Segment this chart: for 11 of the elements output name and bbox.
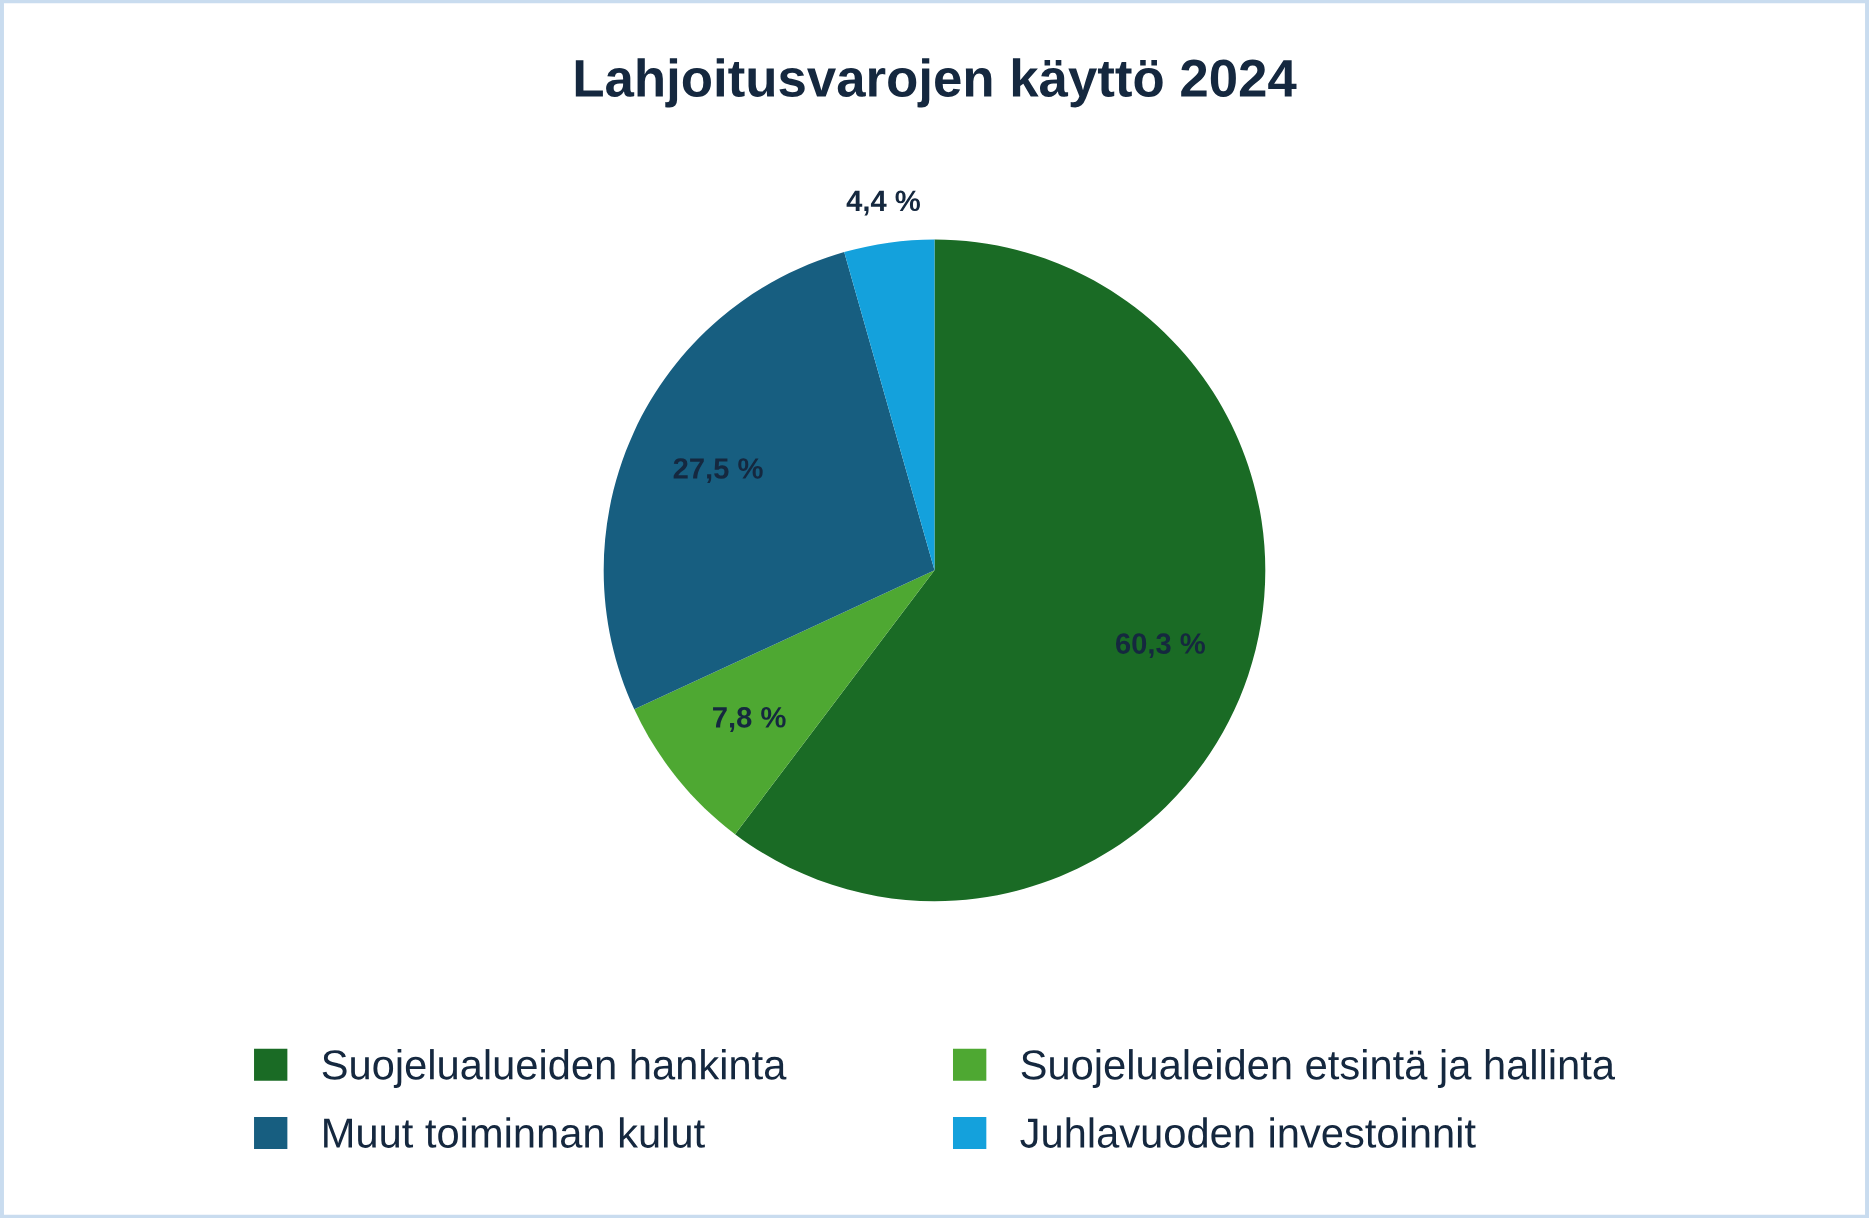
legend-label: Juhlavuoden investoinnit [1020,1117,1476,1148]
data-label: 4,4 % [846,190,920,216]
legend-label: Muut toiminnan kulut [324,1117,705,1148]
legend-label: Suojelualeiden etsintä ja hallinta [1021,1049,1615,1088]
pie-slice [634,570,935,835]
legend-label: Suojelualueiden hankinta [322,1049,787,1088]
chart-title: Lahjoitusvarojen käyttö 2024 [575,58,1297,108]
pie-slice [844,239,935,571]
data-label: 7,8 % [713,707,786,732]
data-label: 60,3 % [1115,633,1205,659]
data-label: 27,5 % [673,458,763,484]
